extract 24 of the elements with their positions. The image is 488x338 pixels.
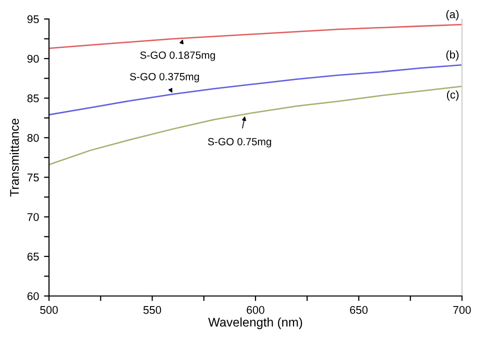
annotation: S-GO 0.375mg: [130, 72, 199, 82]
y-tick-label: 95: [27, 15, 39, 24]
annotation: S-GO 0.1875mg: [140, 51, 215, 61]
x-tick-label: 700: [453, 306, 471, 314]
line-series: [49, 86, 462, 166]
y-axis-title: Transmittance: [10, 118, 19, 197]
y-tick-label: 80: [27, 134, 39, 142]
y-tick-label: 75: [27, 174, 39, 182]
line-series: [49, 64, 462, 116]
x-tick-label: 500: [40, 306, 58, 314]
x-tick-label: 600: [246, 306, 264, 314]
series-label: (b): [446, 50, 459, 61]
series-label: (a): [446, 10, 459, 20]
y-tick-label: 85: [27, 94, 39, 102]
x-tick-label: 650: [350, 306, 368, 314]
x-tick-label: 550: [143, 306, 162, 314]
x-axis-title: Wavelength (nm): [208, 317, 302, 330]
annotation: S-GO 0.75mg: [208, 138, 272, 148]
y-tick-label: 70: [27, 213, 39, 221]
y-tick-label: 90: [27, 54, 39, 63]
series-label: (c): [446, 90, 459, 101]
line-series: [49, 24, 462, 49]
y-tick-label: 60: [27, 292, 39, 300]
y-tick-label: 65: [27, 252, 39, 261]
